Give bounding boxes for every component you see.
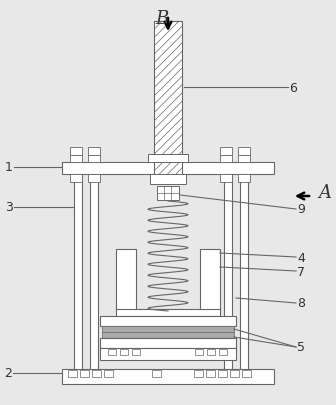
Bar [92, 370, 101, 377]
Bar [219, 349, 227, 355]
Bar [120, 349, 128, 355]
Bar [100, 316, 236, 326]
Bar [240, 164, 248, 369]
Text: 7: 7 [297, 265, 305, 278]
Bar [150, 175, 186, 185]
Text: 5: 5 [297, 341, 305, 354]
Bar [224, 164, 232, 369]
Bar [242, 370, 251, 377]
Bar [152, 370, 161, 377]
Bar [70, 175, 82, 183]
Bar [200, 249, 220, 311]
Bar [148, 155, 188, 162]
Text: B: B [155, 10, 169, 28]
Bar [80, 370, 89, 377]
Bar [154, 22, 182, 179]
Bar [218, 370, 227, 377]
Text: 6: 6 [289, 81, 297, 94]
Bar [238, 175, 250, 183]
Text: A: A [318, 183, 331, 202]
Bar [220, 175, 232, 183]
Bar [102, 326, 234, 332]
Bar [207, 349, 215, 355]
Bar [220, 148, 232, 156]
Bar [132, 349, 140, 355]
Bar [70, 156, 82, 162]
Bar [238, 148, 250, 156]
Bar [104, 370, 113, 377]
Bar [220, 156, 232, 162]
Bar [108, 349, 116, 355]
Bar [88, 175, 100, 183]
Bar [102, 332, 234, 338]
Text: 9: 9 [297, 203, 305, 216]
Bar [70, 148, 82, 156]
Bar [88, 156, 100, 162]
Bar [116, 249, 136, 311]
Bar [100, 348, 236, 360]
Text: 2: 2 [4, 367, 12, 379]
Bar [116, 309, 220, 316]
Text: 4: 4 [297, 251, 305, 264]
Bar [238, 156, 250, 162]
Bar [100, 338, 236, 348]
Bar [195, 349, 203, 355]
Bar [157, 187, 179, 200]
Bar [230, 370, 239, 377]
Bar [194, 370, 203, 377]
Bar [62, 369, 274, 384]
Bar [74, 164, 82, 369]
Bar [88, 148, 100, 156]
Text: 1: 1 [5, 161, 13, 174]
Bar [68, 370, 77, 377]
Bar [206, 370, 215, 377]
Bar [62, 162, 274, 175]
Text: 3: 3 [5, 201, 13, 214]
Text: 8: 8 [297, 297, 305, 310]
Bar [90, 164, 98, 369]
